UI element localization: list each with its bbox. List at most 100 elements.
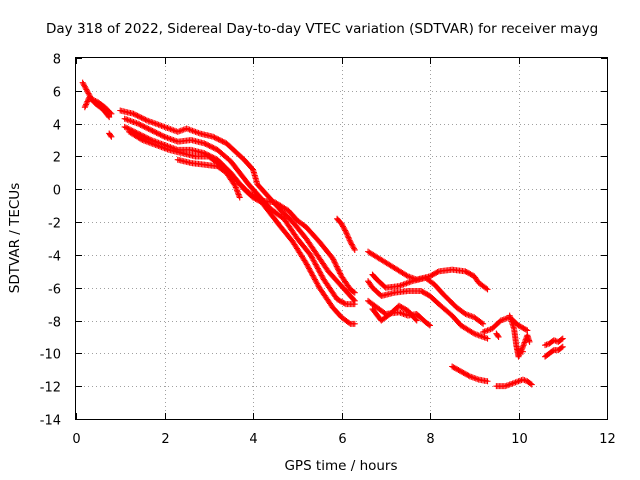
data-point <box>342 228 349 235</box>
data-point <box>210 133 217 140</box>
data-point <box>124 125 131 132</box>
data-point <box>82 102 89 109</box>
data-point <box>141 133 148 140</box>
data-point <box>351 245 358 252</box>
data-point <box>515 353 522 360</box>
x-tick-label: 10 <box>511 432 528 447</box>
data-point <box>346 235 353 242</box>
data-point <box>105 112 112 119</box>
x-tick-label: 6 <box>338 432 346 447</box>
data-point <box>495 333 502 340</box>
data-point <box>140 123 147 130</box>
data-point <box>558 336 565 343</box>
data-point <box>527 380 534 387</box>
data-point <box>236 193 243 200</box>
data-point <box>329 255 336 262</box>
data-point <box>484 378 491 385</box>
data-point <box>346 237 353 244</box>
data-point <box>336 269 343 276</box>
data-point <box>523 326 530 333</box>
data-point <box>142 116 149 123</box>
data-point <box>107 132 114 139</box>
data-point <box>484 335 491 342</box>
data-point <box>381 310 388 317</box>
data-point <box>403 272 410 279</box>
data-point <box>131 111 138 118</box>
data-point <box>81 104 88 111</box>
data-point <box>160 133 167 140</box>
data-point <box>257 196 264 203</box>
data-point <box>345 234 352 241</box>
gridlines <box>76 58 607 419</box>
data-point <box>216 137 223 144</box>
data-point <box>331 257 338 264</box>
data-point <box>210 144 217 151</box>
data-point <box>519 348 526 355</box>
data-point <box>152 129 159 136</box>
data-point <box>205 142 212 149</box>
y-tick-label: 6 <box>53 86 61 101</box>
y-tick-label: 8 <box>53 53 61 68</box>
data-point <box>137 121 144 128</box>
data-point <box>478 319 485 326</box>
data-point <box>220 139 227 146</box>
data-point <box>84 98 91 105</box>
data-point <box>559 343 566 350</box>
y-tick-label: 2 <box>53 151 61 166</box>
data-point <box>549 347 556 354</box>
data-point <box>121 123 128 130</box>
data-point <box>232 182 239 189</box>
data-point <box>149 127 156 134</box>
x-tick-label: 12 <box>599 432 616 447</box>
data-point <box>249 165 256 172</box>
data-point <box>133 112 140 119</box>
axis-ticks <box>76 58 608 420</box>
data-point <box>335 266 342 273</box>
data-point <box>202 140 209 147</box>
data-point <box>123 124 130 131</box>
data-point <box>142 134 149 141</box>
data-point <box>148 127 155 134</box>
data-point <box>335 267 342 274</box>
data-point <box>427 322 433 329</box>
data-point <box>138 114 145 121</box>
data-point <box>334 264 341 271</box>
data-point <box>484 286 491 293</box>
data-point <box>136 121 143 128</box>
data-point <box>211 134 218 141</box>
data-point <box>146 126 153 133</box>
y-tick-label: -12 <box>40 381 61 396</box>
data-point <box>236 194 243 201</box>
data-point <box>516 352 523 359</box>
x-tick-label: 4 <box>249 432 257 447</box>
data-point <box>154 130 161 137</box>
data-point <box>483 285 490 292</box>
data-point <box>138 136 145 143</box>
data-point <box>201 140 208 147</box>
data-point <box>233 185 240 192</box>
data-point <box>344 231 351 238</box>
data-point <box>232 184 239 191</box>
data-points <box>79 79 566 390</box>
data-point <box>144 125 151 132</box>
data-point <box>413 317 420 324</box>
data-point <box>351 301 358 308</box>
data-point <box>330 256 337 263</box>
data-point <box>469 329 476 336</box>
data-point <box>83 101 90 108</box>
y-tick-label: -10 <box>40 348 61 363</box>
data-point <box>350 296 357 303</box>
data-point <box>465 372 472 379</box>
data-point <box>211 145 218 152</box>
data-point <box>346 319 353 326</box>
y-tick-label: -2 <box>48 217 61 232</box>
data-point <box>137 114 144 121</box>
data-point <box>343 230 350 237</box>
data-point <box>351 289 358 296</box>
plot-frame <box>75 57 608 420</box>
data-point <box>108 110 115 117</box>
y-tick-label: -4 <box>48 250 61 265</box>
data-point <box>521 340 528 347</box>
x-tick-label: 2 <box>161 432 169 447</box>
y-tick-label: 0 <box>53 184 61 199</box>
